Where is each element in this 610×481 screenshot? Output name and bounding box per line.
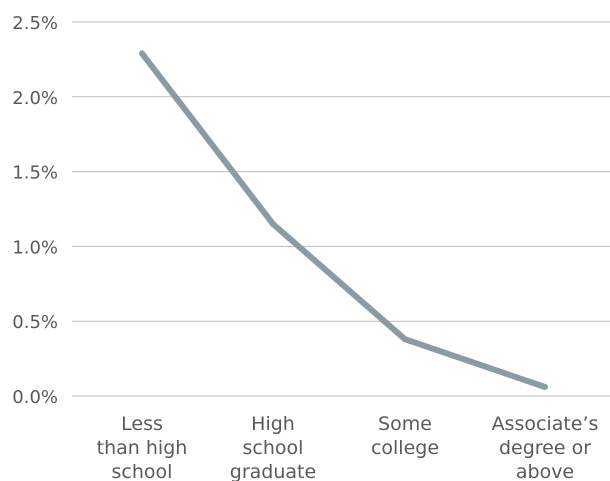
y-tick-label: 0.0% [12, 387, 58, 408]
x-tick-label-line: High [251, 413, 295, 435]
x-tick-label-line: Associate’s [492, 413, 599, 435]
x-tick-label: Less than high school [97, 413, 188, 481]
x-tick-label-line: school [243, 437, 304, 459]
x-tick-label-line: than high [97, 437, 188, 459]
x-tick-label-line: degree or [499, 437, 591, 459]
data-point [542, 384, 548, 390]
data-point [270, 221, 276, 227]
x-tick-label-line: college [371, 437, 439, 459]
series-line [139, 51, 546, 390]
y-tick-label: 1.0% [12, 237, 58, 258]
x-tick-label-line: school [112, 461, 173, 481]
y-tick-label: 2.5% [12, 13, 58, 34]
data-point [402, 336, 408, 343]
x-tick-label-line: Less [121, 413, 163, 435]
x-tick-label: High school graduate [230, 413, 316, 481]
y-tick-label: 2.0% [12, 88, 58, 109]
x-tick-label: Associate’s degree or above [492, 413, 599, 481]
x-tick-label-line: graduate [230, 461, 316, 481]
x-tick-label-line: above [516, 461, 574, 481]
x-tick-label-line: Some [378, 413, 432, 435]
y-tick-label: 0.5% [12, 312, 58, 333]
y-tick-label: 1.5% [12, 163, 58, 184]
data-point [139, 50, 145, 57]
x-tick-label: Some college [371, 413, 439, 459]
